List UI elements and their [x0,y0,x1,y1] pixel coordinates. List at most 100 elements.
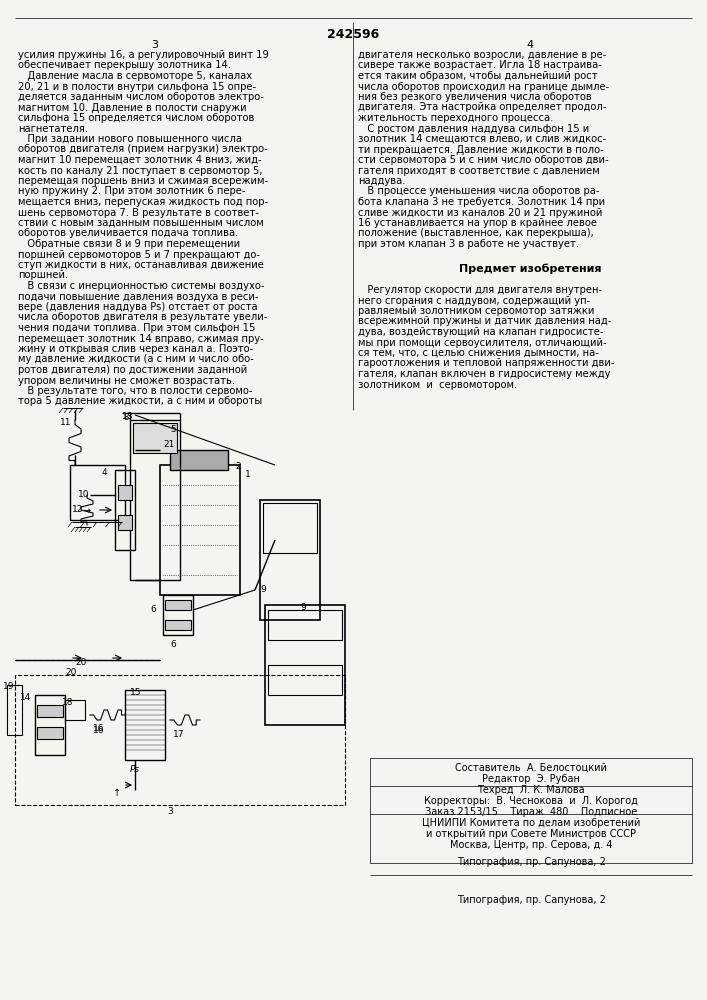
Text: 1: 1 [245,470,251,479]
Text: 17: 17 [173,730,185,739]
Text: 15: 15 [130,688,141,697]
Text: сивере также возрастает. Игла 18 настраива-: сивере также возрастает. Игла 18 настраи… [358,60,602,70]
Bar [65,700,85,720]
Text: поршней сервомоторов 5 и 7 прекращают до-: поршней сервомоторов 5 и 7 прекращают до… [18,249,260,259]
Text: ствии с новым заданным повышенным числом: ствии с новым заданным повышенным числом [18,218,264,228]
Text: мещается вниз, перепуская жидкость под пор-: мещается вниз, перепуская жидкость под п… [18,197,268,207]
Text: Давление масла в сервомоторе 5, каналах: Давление масла в сервомоторе 5, каналах [18,71,252,81]
Bar [37,727,63,739]
Text: 21: 21 [163,440,175,449]
Text: магнит 10 перемещает золотник 4 вниз, жид-: магнит 10 перемещает золотник 4 вниз, жи… [18,155,262,165]
Text: дува, воздействующий на клапан гидросисте-: дува, воздействующий на клапан гидросист… [358,327,604,337]
Text: 3: 3 [167,807,173,816]
Text: В связи с инерционностью системы воздухо-: В связи с инерционностью системы воздухо… [18,281,264,291]
Text: шень сервомотора 7. В результате в соответ-: шень сервомотора 7. В результате в соотв… [18,208,259,218]
Text: равляемый золотником сервомотор затяжки: равляемый золотником сервомотор затяжки [358,306,595,316]
Text: золотником  и  сервомотором.: золотником и сервомотором. [358,379,518,389]
Text: 16: 16 [93,724,105,733]
Text: магнитом 10. Давление в полости снаружи: магнитом 10. Давление в полости снаружи [18,103,247,113]
Text: сильфона 15 определяется числом оборотов: сильфона 15 определяется числом оборотов [18,113,255,123]
Text: 4: 4 [527,40,534,50]
Text: всережимной пружины и датчик давления над-: всережимной пружины и датчик давления на… [358,316,612,326]
Text: ти прекращается. Давление жидкости в поло-: ти прекращается. Давление жидкости в пол… [358,144,604,155]
Text: Заказ 2153/15    Тираж  480    Подписное: Заказ 2153/15 Тираж 480 Подписное [425,807,637,817]
Text: жительность переходного процесса.: жительность переходного процесса. [358,113,554,123]
Text: положение (выставленное, как перекрыша),: положение (выставленное, как перекрыша), [358,229,594,238]
Text: перемещая поршень вниз и сжимая всережим-: перемещая поршень вниз и сжимая всережим… [18,176,268,186]
Bar [118,515,132,530]
Text: перемещает золотник 14 вправо, сжимая пру-: перемещает золотник 14 вправо, сжимая пр… [18,334,264,344]
Text: 10: 10 [78,490,90,499]
Text: наддува.: наддува. [358,176,406,186]
Bar [130,420,180,580]
Text: усилия пружины 16, а регулировочный винт 19: усилия пружины 16, а регулировочный винт… [18,50,269,60]
Text: Москва, Центр, пр. Серова, д. 4: Москва, Центр, пр. Серова, д. 4 [450,840,612,850]
Text: 242596: 242596 [327,28,379,41]
Text: вере (давления наддува Ps) отстает от роста: вере (давления наддува Ps) отстает от ро… [18,302,257,312]
Text: тора 5 давление жидкости, а с ним и обороты: тора 5 давление жидкости, а с ним и обор… [18,396,262,406]
Text: Типография, пр. Сапунова, 2: Типография, пр. Сапунова, 2 [457,895,605,905]
Text: 9: 9 [300,603,305,612]
Text: ную пружину 2. При этом золотник 6 пере-: ную пружину 2. При этом золотник 6 пере- [18,186,245,196]
Text: му давление жидкости (а с ним и число обо-: му давление жидкости (а с ним и число об… [18,355,254,364]
Text: гателя, клапан включен в гидросистему между: гателя, клапан включен в гидросистему ме… [358,369,611,379]
Text: 12: 12 [72,505,83,514]
Text: чения подачи топлива. При этом сильфон 15: чения подачи топлива. При этом сильфон 1… [18,323,255,333]
Bar [170,450,228,470]
Text: 18: 18 [62,698,74,707]
Bar [125,690,165,760]
Text: Типография, пр. Сапунова, 2: Типография, пр. Сапунова, 2 [457,857,605,867]
Bar [35,695,65,755]
Text: С ростом давления наддува сильфон 15 и: С ростом давления наддува сильфон 15 и [358,123,589,133]
Text: упором величины не сможет возрастать.: упором величины не сможет возрастать. [18,375,235,385]
Text: ↑: ↑ [113,788,121,798]
Text: 3: 3 [151,40,158,50]
Text: гароотложения и тепловой напряженности дви-: гароотложения и тепловой напряженности д… [358,359,614,368]
Text: гателя приходят в соответствие с давлением: гателя приходят в соответствие с давлени… [358,165,600,176]
Bar [7,685,22,735]
Bar [37,705,63,717]
Text: подачи повышение давления воздуха в реси-: подачи повышение давления воздуха в реси… [18,292,259,302]
Text: золотник 14 смещаются влево, и слив жидкос-: золотник 14 смещаются влево, и слив жидк… [358,134,606,144]
Text: числа оборотов двигателя в результате увели-: числа оборотов двигателя в результате ув… [18,312,267,322]
Text: и открытий при Совете Министров СССР: и открытий при Совете Министров СССР [426,829,636,839]
Text: 2: 2 [235,462,240,471]
Text: ЦНИИПИ Комитета по делам изобретений: ЦНИИПИ Комитета по делам изобретений [422,818,640,828]
Text: двигателя несколько возросли, давление в ре-: двигателя несколько возросли, давление в… [358,50,607,60]
Text: ся тем, что, с целью снижения дымности, на-: ся тем, что, с целью снижения дымности, … [358,348,599,358]
Bar [163,595,193,635]
Bar [160,465,240,595]
Text: сливе жидкости из каналов 20 и 21 пружиной: сливе жидкости из каналов 20 и 21 пружин… [358,208,602,218]
Text: нагнетателя.: нагнетателя. [18,123,88,133]
Text: двигателя. Эта настройка определяет продол-: двигателя. Эта настройка определяет прод… [358,103,607,112]
Text: при этом клапан 3 в работе не участвует.: при этом клапан 3 в работе не участвует. [358,239,579,249]
Text: В процессе уменьшения числа оборотов ра-: В процессе уменьшения числа оборотов ра- [358,186,600,196]
Text: оборотов увеличивается подача топлива.: оборотов увеличивается подача топлива. [18,229,238,238]
Text: Ps: Ps [130,765,140,774]
Text: ступ жидкости в них, останавливая движение: ступ жидкости в них, останавливая движен… [18,260,264,270]
Text: 4: 4 [102,468,107,477]
Bar [268,610,342,640]
Text: поршней.: поршней. [18,270,69,280]
Text: ротов двигателя) по достижении заданной: ротов двигателя) по достижении заданной [18,365,247,375]
Text: Регулятор скорости для двигателя внутрен-: Регулятор скорости для двигателя внутрен… [358,285,602,295]
Bar [15,675,345,805]
Bar [265,605,345,725]
Bar [133,423,177,453]
Text: 9: 9 [260,585,266,594]
Text: Составитель  А. Белостоцкий: Составитель А. Белостоцкий [455,763,607,773]
Text: →: → [83,506,91,516]
Text: В результате того, что в полости сервомо-: В результате того, что в полости сервомо… [18,386,252,396]
Text: него сгорания с наддувом, содержащий уп-: него сгорания с наддувом, содержащий уп- [358,296,590,306]
Text: Корректоры:  В. Чеснокова  и  Л. Корогод: Корректоры: В. Чеснокова и Л. Корогод [424,796,638,806]
Text: 13: 13 [122,412,134,421]
Text: 6: 6 [170,640,176,649]
Text: 16: 16 [93,726,105,735]
Text: Предмет изобретения: Предмет изобретения [459,264,601,274]
Text: мы при помощи сервоусилителя, отличающий-: мы при помощи сервоусилителя, отличающий… [358,338,607,348]
Text: обеспечивает перекрышу золотника 14.: обеспечивает перекрышу золотника 14. [18,60,231,70]
Text: При задании нового повышенного числа: При задании нового повышенного числа [18,134,242,144]
Bar [115,470,135,550]
Text: числа оборотов происходил на границе дымле-: числа оборотов происходил на границе дым… [358,82,609,92]
Text: 5: 5 [170,425,176,434]
